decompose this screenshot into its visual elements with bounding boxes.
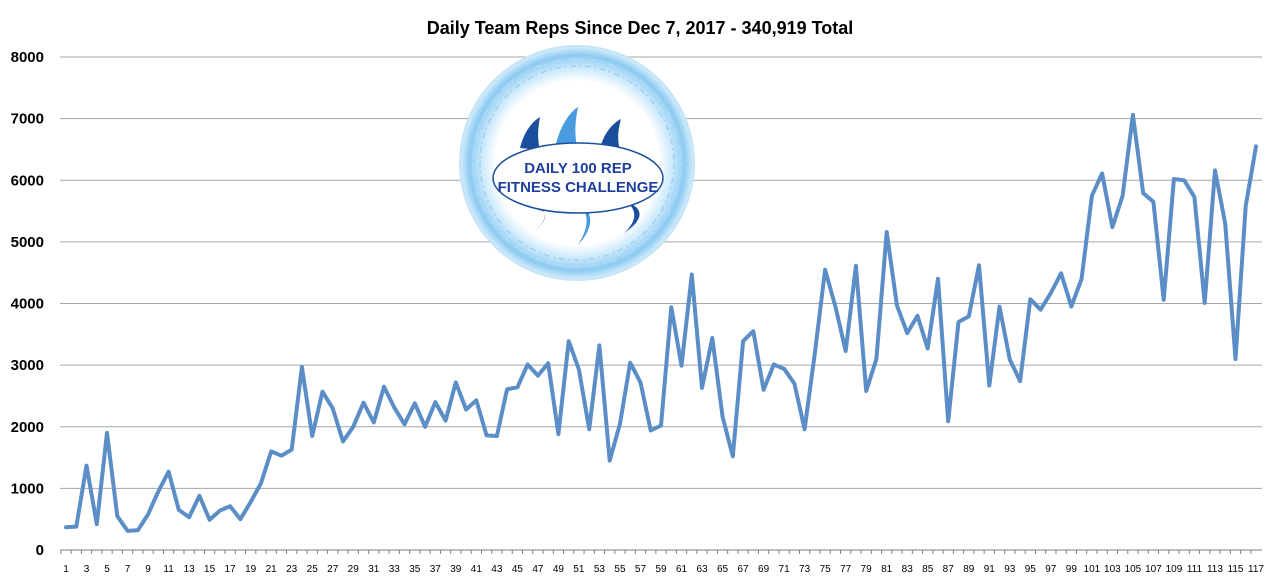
y-tick-label: 8000 [11,49,44,66]
x-tick-label: 55 [614,564,626,575]
x-tick-label: 37 [430,564,442,575]
x-tick-label: 57 [635,564,647,575]
x-tick-label: 49 [553,564,565,575]
x-tick-label: 75 [820,564,832,575]
x-tick-label: 115 [1228,564,1244,575]
x-tick-label: 79 [861,564,873,575]
x-tick-label: 65 [717,564,729,575]
x-tick-label: 103 [1104,564,1121,575]
x-tick-label: 83 [902,564,914,575]
x-tick-label: 35 [409,564,421,575]
logo-banner [492,142,664,214]
x-tick-label: 61 [676,564,688,575]
logo-ring-circuit [479,65,675,261]
x-tick-label: 69 [758,564,770,575]
x-tick-label: 111 [1187,564,1203,575]
x-tick-label: 91 [984,564,996,575]
x-tick-label: 63 [696,564,708,575]
x-tick-label: 85 [922,564,934,575]
x-tick-label: 13 [184,564,196,575]
challenge-logo: DAILY 100 REP FITNESS CHALLENGE [459,45,695,281]
x-tick-label: 5 [104,564,110,575]
y-tick-label: 5000 [11,234,44,251]
x-tick-label: 25 [307,564,319,575]
x-tick-label: 7 [125,564,131,575]
x-tick-label: 9 [145,564,151,575]
x-tick-label: 67 [738,564,750,575]
x-tick-label: 29 [348,564,360,575]
x-tick-label: 47 [532,564,544,575]
x-tick-label: 17 [225,564,237,575]
x-tick-label: 53 [594,564,606,575]
x-tick-label: 71 [779,564,791,575]
chart-title: Daily Team Reps Since Dec 7, 2017 - 340,… [427,18,854,38]
y-tick-label: 2000 [11,419,44,436]
y-tick-label: 7000 [11,111,44,128]
x-tick-label: 93 [1004,564,1016,575]
x-tick-label: 3 [84,564,90,575]
logo-wave-top-middle [555,107,578,150]
x-tick-label: 109 [1166,564,1183,575]
y-tick-label: 4000 [11,296,44,313]
x-tick-label: 73 [799,564,811,575]
y-tick-label: 6000 [11,172,44,189]
x-tick-label: 95 [1025,564,1037,575]
logo-text-line1: DAILY 100 REP [524,160,632,177]
x-tick-label: 51 [573,564,585,575]
x-tick-label: 21 [266,564,278,575]
logo-wave-top-left [520,117,540,150]
x-tick-label: 59 [655,564,667,575]
x-tick-label: 77 [840,564,852,575]
x-tick-label: 45 [512,564,524,575]
y-tick-label: 3000 [11,357,44,374]
x-tick-label: 11 [163,564,174,575]
x-tick-label: 101 [1084,564,1101,575]
x-tick-label: 81 [881,564,893,575]
x-tick-label: 27 [327,564,339,575]
series-group [64,112,1258,533]
x-axis-ticks: 1 3 5 7 9 11 13 15 17 19 21 23 25 27 29 31 33 35 37 39 41 43 4… [60,550,1264,575]
x-tick-label: 15 [204,564,216,575]
x-tick-label: 23 [286,564,298,575]
x-tick-label: 89 [963,564,975,575]
x-tick-label: 99 [1066,564,1078,575]
logo-wave-bottom-middle [578,208,591,245]
y-tick-label: 0 [36,542,44,559]
x-tick-label: 43 [491,564,503,575]
x-tick-label: 87 [943,564,955,575]
x-tick-label: 117 [1248,564,1264,575]
logo-wave-bottom-right [624,205,640,233]
x-tick-label: 97 [1045,564,1057,575]
y-axis-ticks: 0 1000 2000 3000 4000 5000 6000 7000 8000 [11,49,44,559]
x-tick-label: 113 [1207,564,1223,575]
x-tick-label: 39 [450,564,462,575]
x-tick-label: 19 [245,564,257,575]
x-tick-label: 33 [389,564,401,575]
series-line-daily-reps [64,112,1258,533]
x-tick-label: 1 [63,564,69,575]
logo-ring-circuit-outer [472,58,682,268]
y-tick-label: 1000 [11,480,44,497]
x-tick-label: 41 [471,564,483,575]
logo-ring-edge [459,45,695,281]
x-tick-label: 31 [368,564,380,575]
logo-text-line2: FITNESS CHALLENGE [498,179,659,196]
x-tick-label: 107 [1145,564,1162,575]
logo-wave-top-right [600,119,621,150]
x-tick-label: 105 [1125,564,1142,575]
